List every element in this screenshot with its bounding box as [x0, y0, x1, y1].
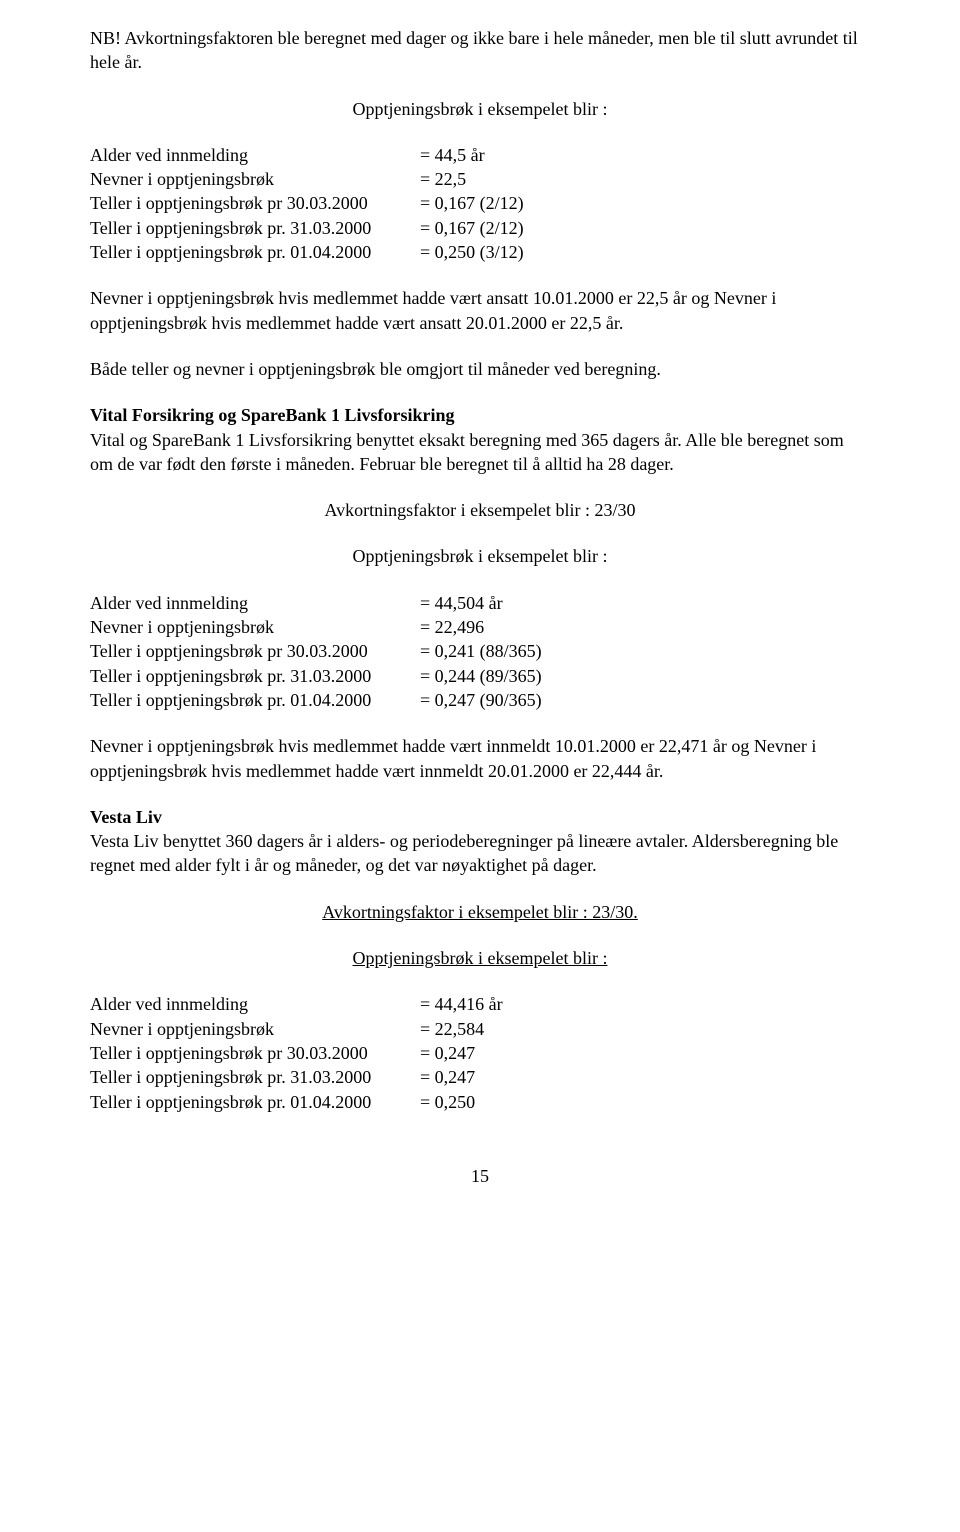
- cell-label: Teller i opptjeningsbrøk pr. 01.04.2000: [90, 1090, 420, 1114]
- table-row: Teller i opptjeningsbrøk pr. 01.04.2000=…: [90, 688, 542, 712]
- cell-value: = 0,247 (90/365): [420, 688, 542, 712]
- cell-label: Alder ved innmelding: [90, 591, 420, 615]
- cell-label: Teller i opptjeningsbrøk pr 30.03.2000: [90, 1041, 420, 1065]
- page-number: 15: [90, 1164, 870, 1188]
- table-row: Nevner i opptjeningsbrøk= 22,496: [90, 615, 542, 639]
- cell-value: = 0,250 (3/12): [420, 240, 524, 264]
- heading-avkort-1: Avkortningsfaktor i eksempelet blir : 23…: [90, 498, 870, 522]
- cell-value: = 0,167 (2/12): [420, 191, 524, 215]
- table-row: Teller i opptjeningsbrøk pr. 31.03.2000=…: [90, 216, 524, 240]
- heading-vital: Vital Forsikring og SpareBank 1 Livsfors…: [90, 403, 870, 427]
- cell-label: Teller i opptjeningsbrøk pr 30.03.2000: [90, 191, 420, 215]
- heading-opptjening-2: Opptjeningsbrøk i eksempelet blir :: [90, 544, 870, 568]
- table-3: Alder ved innmelding= 44,416 år Nevner i…: [90, 992, 503, 1113]
- table-row: Nevner i opptjeningsbrøk= 22,5: [90, 167, 524, 191]
- heading-vesta: Vesta Liv: [90, 805, 870, 829]
- paragraph-vesta: Vesta Liv benyttet 360 dagers år i alder…: [90, 829, 870, 878]
- cell-value: = 0,167 (2/12): [420, 216, 524, 240]
- paragraph-nevner-2: Nevner i opptjeningsbrøk hvis medlemmet …: [90, 734, 870, 783]
- table-row: Alder ved innmelding= 44,416 år: [90, 992, 503, 1016]
- cell-value: = 44,416 år: [420, 992, 503, 1016]
- cell-label: Alder ved innmelding: [90, 143, 420, 167]
- cell-value: = 0,244 (89/365): [420, 664, 542, 688]
- cell-label: Nevner i opptjeningsbrøk: [90, 167, 420, 191]
- table-row: Teller i opptjeningsbrøk pr. 31.03.2000=…: [90, 1065, 503, 1089]
- cell-label: Teller i opptjeningsbrøk pr 30.03.2000: [90, 639, 420, 663]
- page-content: NB! Avkortningsfaktoren ble beregnet med…: [0, 0, 960, 1532]
- cell-value: = 0,250: [420, 1090, 503, 1114]
- heading-opptjening-1: Opptjeningsbrøk i eksempelet blir :: [90, 97, 870, 121]
- paragraph-nevner-1: Nevner i opptjeningsbrøk hvis medlemmet …: [90, 286, 870, 335]
- table-row: Alder ved innmelding= 44,504 år: [90, 591, 542, 615]
- table-row: Teller i opptjeningsbrøk pr 30.03.2000= …: [90, 1041, 503, 1065]
- table-1: Alder ved innmelding= 44,5 år Nevner i o…: [90, 143, 524, 264]
- cell-label: Alder ved innmelding: [90, 992, 420, 1016]
- paragraph-both: Både teller og nevner i opptjeningsbrøk …: [90, 357, 870, 381]
- heading-avkort-2: Avkortningsfaktor i eksempelet blir : 23…: [322, 902, 638, 922]
- paragraph-vital: Vital og SpareBank 1 Livsforsikring beny…: [90, 428, 870, 477]
- table-2: Alder ved innmelding= 44,504 år Nevner i…: [90, 591, 542, 712]
- table-row: Teller i opptjeningsbrøk pr 30.03.2000= …: [90, 191, 524, 215]
- table-row: Nevner i opptjeningsbrøk= 22,584: [90, 1017, 503, 1041]
- cell-value: = 44,5 år: [420, 143, 524, 167]
- cell-label: Teller i opptjeningsbrøk pr. 01.04.2000: [90, 688, 420, 712]
- cell-value: = 44,504 år: [420, 591, 542, 615]
- cell-label: Teller i opptjeningsbrøk pr. 31.03.2000: [90, 216, 420, 240]
- table-row: Alder ved innmelding= 44,5 år: [90, 143, 524, 167]
- cell-label: Teller i opptjeningsbrøk pr. 01.04.2000: [90, 240, 420, 264]
- heading-opptjening-3: Opptjeningsbrøk i eksempelet blir :: [353, 948, 608, 968]
- cell-value: = 0,247: [420, 1065, 503, 1089]
- table-row: Teller i opptjeningsbrøk pr. 01.04.2000=…: [90, 240, 524, 264]
- table-row: Teller i opptjeningsbrøk pr 30.03.2000= …: [90, 639, 542, 663]
- cell-label: Teller i opptjeningsbrøk pr. 31.03.2000: [90, 664, 420, 688]
- cell-value: = 22,5: [420, 167, 524, 191]
- paragraph-nb: NB! Avkortningsfaktoren ble beregnet med…: [90, 26, 870, 75]
- cell-value: = 22,584: [420, 1017, 503, 1041]
- table-row: Teller i opptjeningsbrøk pr. 01.04.2000=…: [90, 1090, 503, 1114]
- cell-label: Teller i opptjeningsbrøk pr. 31.03.2000: [90, 1065, 420, 1089]
- cell-label: Nevner i opptjeningsbrøk: [90, 1017, 420, 1041]
- table-row: Teller i opptjeningsbrøk pr. 31.03.2000=…: [90, 664, 542, 688]
- cell-value: = 0,247: [420, 1041, 503, 1065]
- cell-value: = 0,241 (88/365): [420, 639, 542, 663]
- cell-value: = 22,496: [420, 615, 542, 639]
- cell-label: Nevner i opptjeningsbrøk: [90, 615, 420, 639]
